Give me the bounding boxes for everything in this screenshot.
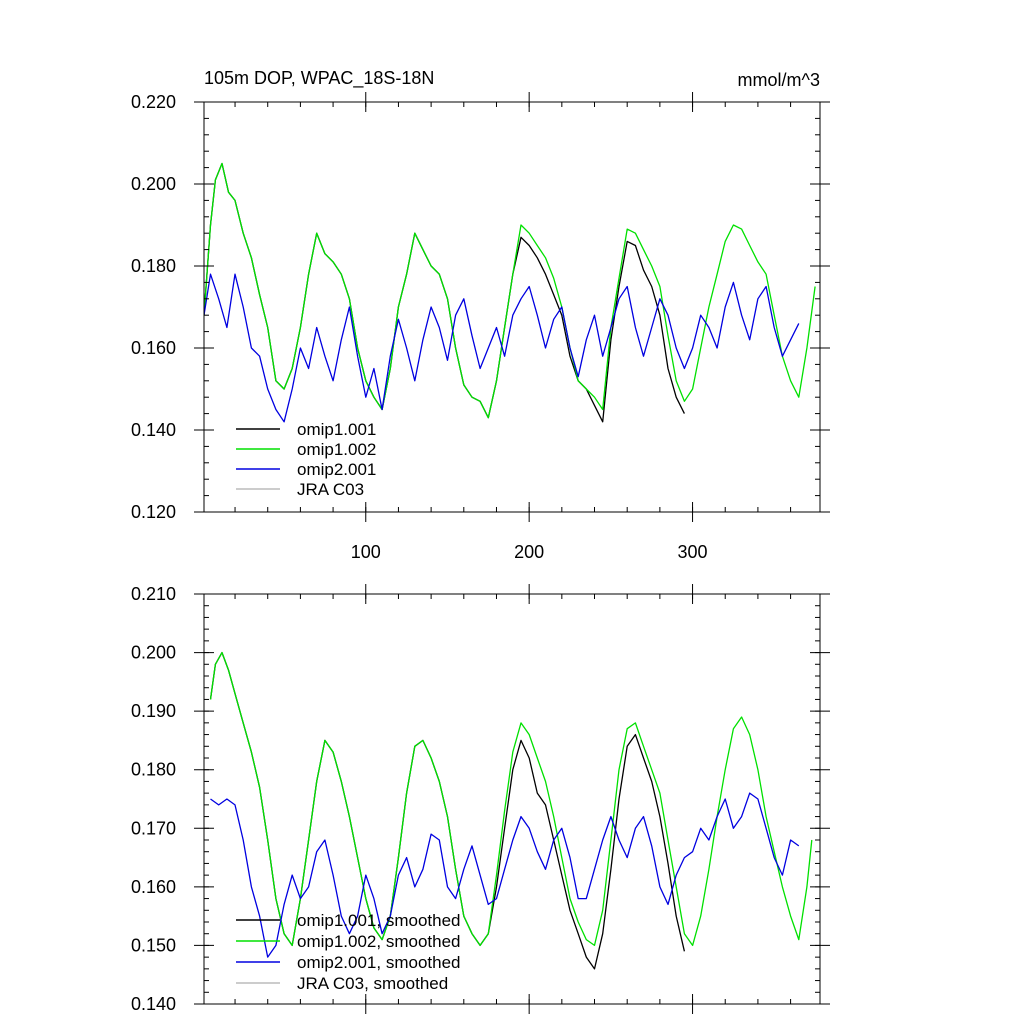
- legend-label: JRA C03, smoothed: [297, 974, 448, 993]
- y-tick-label: 0.170: [131, 818, 176, 838]
- y-tick-label: 0.200: [131, 174, 176, 194]
- legend-label: omip1.001: [297, 420, 376, 439]
- y-tick-label: 0.140: [131, 420, 176, 440]
- legend-label: omip1.002: [297, 440, 376, 459]
- series-line-2: [210, 792, 800, 958]
- y-tick-label: 0.180: [131, 760, 176, 780]
- top-panel: 105m DOP, WPAC_18S-18N mmol/m^3 0.1200.1…: [131, 68, 830, 562]
- bottom-legend: omip1.001, smoothed omip1.002, smoothed om…: [236, 911, 461, 993]
- bottom-plot-frame: [203, 593, 821, 1005]
- top-plot-frame: [203, 101, 821, 513]
- legend-label: omip1.002, smoothed: [297, 932, 461, 951]
- series-line-2: [204, 273, 800, 423]
- x-tick-label: 200: [514, 542, 544, 562]
- y-tick-label: 0.180: [131, 256, 176, 276]
- y-tick-label: 0.150: [131, 935, 176, 955]
- y-tick-label: 0.190: [131, 701, 176, 721]
- top-series-layer: [204, 162, 816, 423]
- y-tick-label: 0.200: [131, 643, 176, 663]
- legend-label: omip2.001, smoothed: [297, 953, 461, 972]
- series-line-0: [204, 162, 685, 423]
- y-tick-label: 0.160: [131, 338, 176, 358]
- top-panel-title: 105m DOP, WPAC_18S-18N: [204, 68, 434, 89]
- x-tick-label: 300: [678, 542, 708, 562]
- legend-label: omip1.001, smoothed: [297, 911, 461, 930]
- y-tick-label: 0.160: [131, 877, 176, 897]
- x-tick-label: 100: [351, 542, 381, 562]
- bottom-series-layer: [209, 651, 813, 970]
- y-tick-label: 0.220: [131, 92, 176, 112]
- y-tick-label: 0.140: [131, 994, 176, 1014]
- legend-label: JRA C03: [297, 480, 364, 499]
- top-ticks-layer: 0.120 0.140 0.160 0.180 0.200 0.220 100 200 300: [131, 92, 830, 562]
- series-line-1: [209, 651, 813, 947]
- y-tick-label: 0.210: [131, 584, 176, 604]
- bottom-ticks-layer: 0.140 0.150 0.160 0.170 0.180 0.190 0.200 0.210: [131, 584, 830, 1014]
- legend-label: omip2.001: [297, 460, 376, 479]
- y-tick-label: 0.120: [131, 502, 176, 522]
- series-line-1: [204, 162, 816, 419]
- top-panel-units: mmol/m^3: [738, 70, 820, 90]
- bottom-panel: 0.140 0.150 0.160 0.170 0.180 0.190 0.200 0.210…: [131, 584, 830, 1014]
